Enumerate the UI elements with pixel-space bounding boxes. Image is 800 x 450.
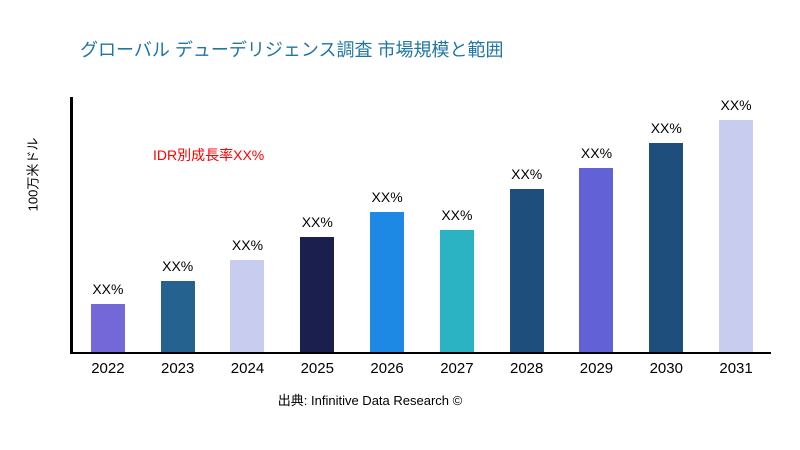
x-tick-label-2023: 2023 (161, 360, 195, 377)
x-tick-label-2022: 2022 (91, 360, 125, 377)
y-axis-label: 100万米ドル (25, 137, 41, 212)
x-tick-label-2028: 2028 (509, 360, 544, 377)
bar-2028 (509, 188, 544, 352)
bar-2025 (300, 237, 335, 352)
plot-area: IDR別成長率XX% XX% XX% XX% XX% XX% XX% XX% XX% XX% XX… (70, 97, 771, 354)
x-tick-label-2025: 2025 (300, 360, 334, 377)
bar-slot-2024: XX% (213, 97, 282, 352)
bar-slot-2027: XX% (422, 97, 491, 352)
bar-slot-2025: XX% (283, 97, 352, 352)
bar-value-label: XX% (92, 280, 124, 297)
bar-2029 (579, 168, 614, 352)
bar-2026 (370, 211, 405, 352)
bar-2022 (90, 303, 125, 352)
x-tick-label-2026: 2026 (370, 360, 404, 377)
x-tick-label-2030: 2030 (649, 360, 683, 377)
x-tick-label-2027: 2027 (440, 360, 474, 377)
bar-2030 (649, 142, 684, 352)
bar-slot-2023: XX% (143, 97, 212, 352)
chart-title: グローバル デューデリジェンス調査 市場規模と範囲 (80, 40, 504, 60)
bar-slot-2026: XX% (353, 97, 422, 352)
x-tick-label-2029: 2029 (579, 360, 614, 377)
x-tick-label-2031: 2031 (719, 360, 753, 377)
bar-value-label: XX% (580, 145, 613, 162)
bar-series: XX% XX% XX% XX% XX% XX% XX% XX% XX% XX% (73, 97, 771, 352)
x-tick-label-2024: 2024 (230, 360, 265, 377)
source-text: 出典: Infinitive Data Research © (277, 393, 463, 408)
bar-value-label: XX% (371, 188, 403, 205)
bar-2031 (719, 120, 754, 352)
bar-value-label: XX% (511, 165, 543, 182)
bar-2027 (439, 229, 474, 352)
bar-slot-2028: XX% (492, 97, 561, 352)
x-axis-tick-labels: 2022 2023 2024 2025 2026 2027 2028 2029 2030 2031 (73, 360, 771, 377)
bar-value-label: XX% (441, 206, 473, 223)
bar-slot-2030: XX% (632, 97, 701, 352)
bar-2024 (230, 260, 265, 352)
bar-2023 (160, 280, 195, 352)
growth-rate-annotation: IDR別成長率XX% (153, 147, 265, 163)
bar-slot-2031: XX% (702, 97, 771, 352)
bar-value-label: XX% (301, 214, 333, 231)
bar-slot-2029: XX% (562, 97, 631, 352)
bar-value-label: XX% (720, 97, 752, 113)
bar-slot-2022: XX% (73, 97, 142, 352)
bar-value-label: XX% (162, 257, 194, 274)
bar-value-label: XX% (231, 237, 264, 254)
bar-value-label: XX% (650, 119, 682, 136)
